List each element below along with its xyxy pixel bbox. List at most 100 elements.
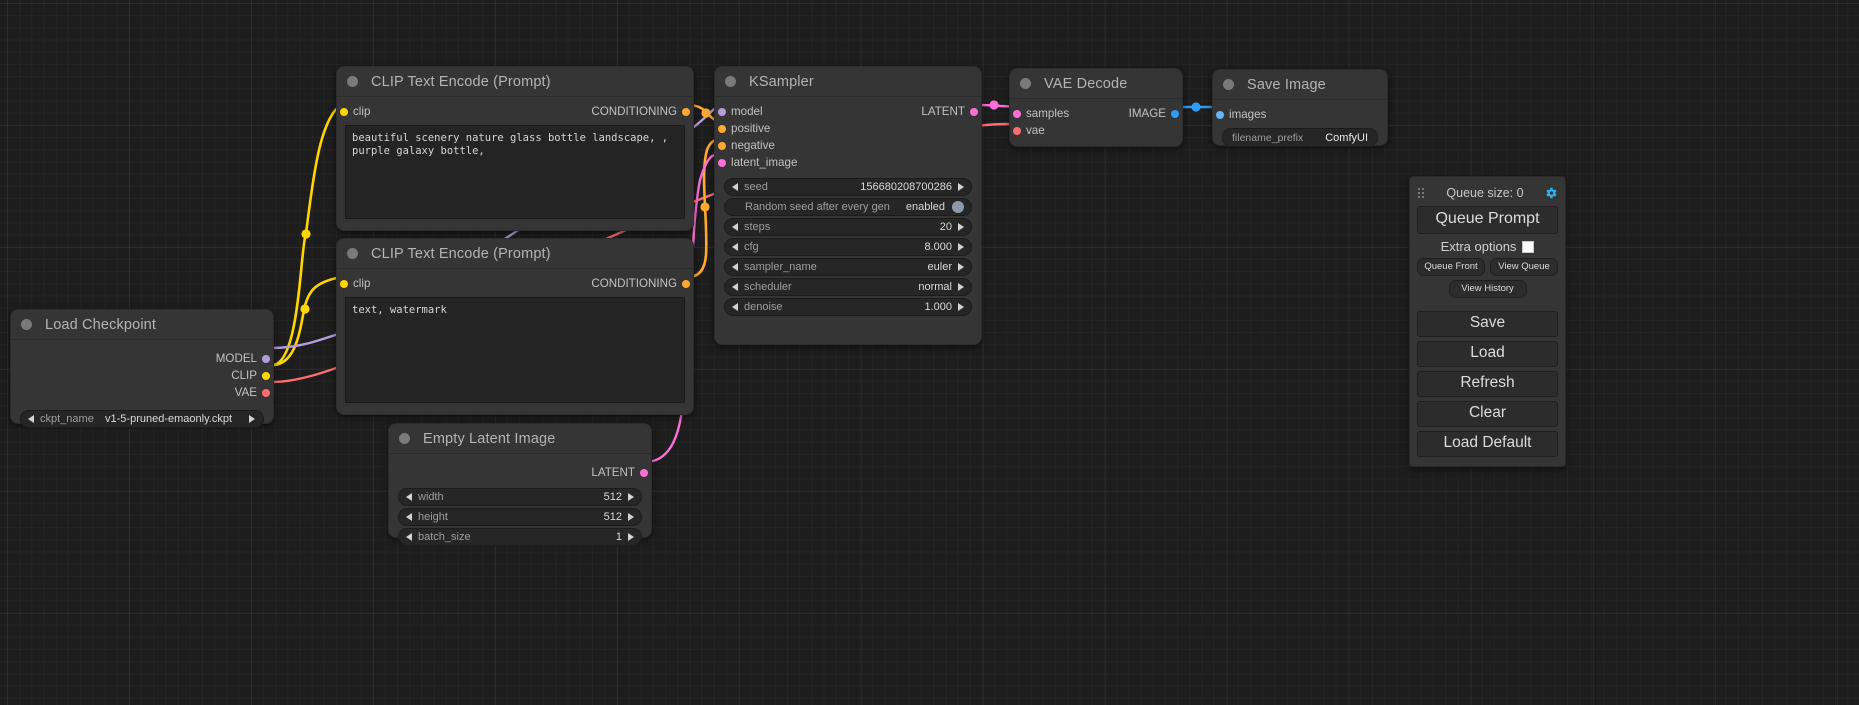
extra-options-checkbox[interactable]	[1522, 240, 1535, 253]
node-ksampler[interactable]: KSampler model LATENT positive negative …	[714, 66, 982, 345]
widget-seed[interactable]: seed 156680208700286	[724, 178, 972, 196]
node-title-bar[interactable]: Save Image	[1213, 70, 1387, 99]
queue-front-button[interactable]: Queue Front	[1417, 258, 1485, 276]
input-slot-positive[interactable]: positive	[715, 120, 981, 137]
widget-filename-prefix[interactable]: filename_prefix ComfyUI	[1222, 128, 1378, 147]
drag-dots-icon[interactable]	[1417, 186, 1426, 199]
comfy-menu-panel[interactable]: Queue size: 0 Queue Prompt Extra options…	[1409, 176, 1566, 467]
slot-dot-icon[interactable]	[262, 388, 270, 397]
view-queue-button[interactable]: View Queue	[1490, 258, 1558, 276]
increment-arrow-icon[interactable]	[958, 223, 964, 231]
collapse-dot-icon[interactable]	[347, 76, 358, 87]
prompt-textarea[interactable]: beautiful scenery nature glass bottle la…	[345, 125, 685, 219]
refresh-button[interactable]: Refresh	[1417, 371, 1558, 397]
output-slot-image[interactable]: IMAGE	[1010, 105, 1182, 122]
widget-steps[interactable]: steps 20	[724, 218, 972, 236]
collapse-dot-icon[interactable]	[1223, 79, 1234, 90]
slot-dot-icon[interactable]	[1216, 110, 1224, 119]
increment-arrow-icon[interactable]	[628, 533, 634, 541]
slot-dot-icon[interactable]	[718, 158, 726, 167]
collapse-dot-icon[interactable]	[725, 76, 736, 87]
node-title-bar[interactable]: Load Checkpoint	[11, 310, 273, 339]
slot-dot-icon[interactable]	[262, 371, 270, 380]
widget-scheduler[interactable]: scheduler normal	[724, 278, 972, 296]
collapse-dot-icon[interactable]	[399, 433, 410, 444]
collapse-dot-icon[interactable]	[347, 248, 358, 259]
increment-arrow-icon[interactable]	[628, 493, 634, 501]
decrement-arrow-icon[interactable]	[732, 243, 738, 251]
slot-dot-icon[interactable]	[1171, 109, 1179, 118]
decrement-arrow-icon[interactable]	[732, 303, 738, 311]
input-slot-negative[interactable]: negative	[715, 137, 981, 154]
input-slot-model[interactable]: model	[715, 103, 981, 120]
widget-batch-size[interactable]: batch_size 1	[398, 528, 642, 546]
slot-dot-icon[interactable]	[718, 141, 726, 150]
increment-arrow-icon[interactable]	[958, 303, 964, 311]
slot-dot-icon[interactable]	[970, 107, 978, 116]
gear-icon[interactable]	[1544, 186, 1558, 200]
node-title-bar[interactable]: CLIP Text Encode (Prompt)	[337, 67, 693, 96]
decrement-arrow-icon[interactable]	[406, 513, 412, 521]
input-slot-clip[interactable]: clip	[337, 103, 693, 120]
previous-arrow-icon[interactable]	[28, 415, 34, 423]
load-default-button[interactable]: Load Default	[1417, 431, 1558, 457]
previous-arrow-icon[interactable]	[732, 283, 738, 291]
widget-random-seed-toggle[interactable]: Random seed after every gen enabled	[724, 198, 972, 216]
previous-arrow-icon[interactable]	[732, 263, 738, 271]
input-slot-latent-image[interactable]: latent_image	[715, 154, 981, 171]
decrement-arrow-icon[interactable]	[732, 223, 738, 231]
collapse-dot-icon[interactable]	[1020, 78, 1031, 89]
widget-width[interactable]: width 512	[398, 488, 642, 506]
widget-height[interactable]: height 512	[398, 508, 642, 526]
increment-arrow-icon[interactable]	[628, 513, 634, 521]
slot-dot-icon[interactable]	[640, 468, 648, 477]
slot-dot-icon[interactable]	[718, 124, 726, 133]
next-arrow-icon[interactable]	[958, 283, 964, 291]
slot-dot-icon[interactable]	[718, 107, 726, 116]
slot-dot-icon[interactable]	[682, 279, 690, 288]
increment-arrow-icon[interactable]	[958, 183, 964, 191]
clear-button[interactable]: Clear	[1417, 401, 1558, 427]
node-clip-text-encode-negative[interactable]: CLIP Text Encode (Prompt) clip CONDITION…	[336, 238, 694, 415]
widget-cfg[interactable]: cfg 8.000	[724, 238, 972, 256]
next-arrow-icon[interactable]	[958, 263, 964, 271]
collapse-dot-icon[interactable]	[21, 319, 32, 330]
output-slot-conditioning[interactable]: CONDITIONING	[337, 103, 693, 120]
output-slot-clip[interactable]: CLIP	[11, 367, 273, 384]
node-title-bar[interactable]: CLIP Text Encode (Prompt)	[337, 239, 693, 268]
prompt-textarea[interactable]: text, watermark	[345, 297, 685, 403]
node-clip-text-encode-positive[interactable]: CLIP Text Encode (Prompt) clip CONDITION…	[336, 66, 694, 231]
increment-arrow-icon[interactable]	[958, 243, 964, 251]
view-history-button[interactable]: View History	[1448, 280, 1527, 298]
output-slot-latent[interactable]: LATENT	[389, 464, 651, 481]
slot-dot-icon[interactable]	[1013, 126, 1021, 135]
input-slot-vae[interactable]: vae	[1010, 122, 1182, 139]
input-slot-samples[interactable]: samples	[1010, 105, 1182, 122]
output-slot-model[interactable]: MODEL	[11, 350, 273, 367]
node-vae-decode[interactable]: VAE Decode samples IMAGE vae	[1009, 68, 1183, 147]
save-button[interactable]: Save	[1417, 311, 1558, 337]
slot-dot-icon[interactable]	[682, 107, 690, 116]
node-save-image[interactable]: Save Image images filename_prefix ComfyU…	[1212, 69, 1388, 147]
node-title-bar[interactable]: Empty Latent Image	[389, 424, 651, 453]
widget-denoise[interactable]: denoise 1.000	[724, 298, 972, 316]
decrement-arrow-icon[interactable]	[406, 493, 412, 501]
slot-dot-icon[interactable]	[340, 107, 348, 116]
queue-prompt-button[interactable]: Queue Prompt	[1417, 206, 1558, 234]
input-slot-clip[interactable]: clip	[337, 275, 693, 292]
node-title-bar[interactable]: KSampler	[715, 67, 981, 96]
widget-ckpt-name[interactable]: ckpt_name v1-5-pruned-emaonly.ckpt	[20, 410, 264, 428]
slot-dot-icon[interactable]	[262, 354, 270, 363]
node-load-checkpoint[interactable]: Load Checkpoint MODEL CLIP VAE ckpt_name…	[10, 309, 274, 428]
output-slot-vae[interactable]: VAE	[11, 384, 273, 401]
input-slot-images[interactable]: images	[1213, 106, 1387, 123]
node-empty-latent-image[interactable]: Empty Latent Image LATENT width 512 heig…	[388, 423, 652, 546]
widget-sampler-name[interactable]: sampler_name euler	[724, 258, 972, 276]
decrement-arrow-icon[interactable]	[406, 533, 412, 541]
extra-options-row[interactable]: Extra options	[1417, 239, 1558, 254]
slot-dot-icon[interactable]	[1013, 109, 1021, 118]
output-slot-latent[interactable]: LATENT	[715, 103, 981, 120]
toggle-knob-icon[interactable]	[952, 201, 964, 213]
load-button[interactable]: Load	[1417, 341, 1558, 367]
